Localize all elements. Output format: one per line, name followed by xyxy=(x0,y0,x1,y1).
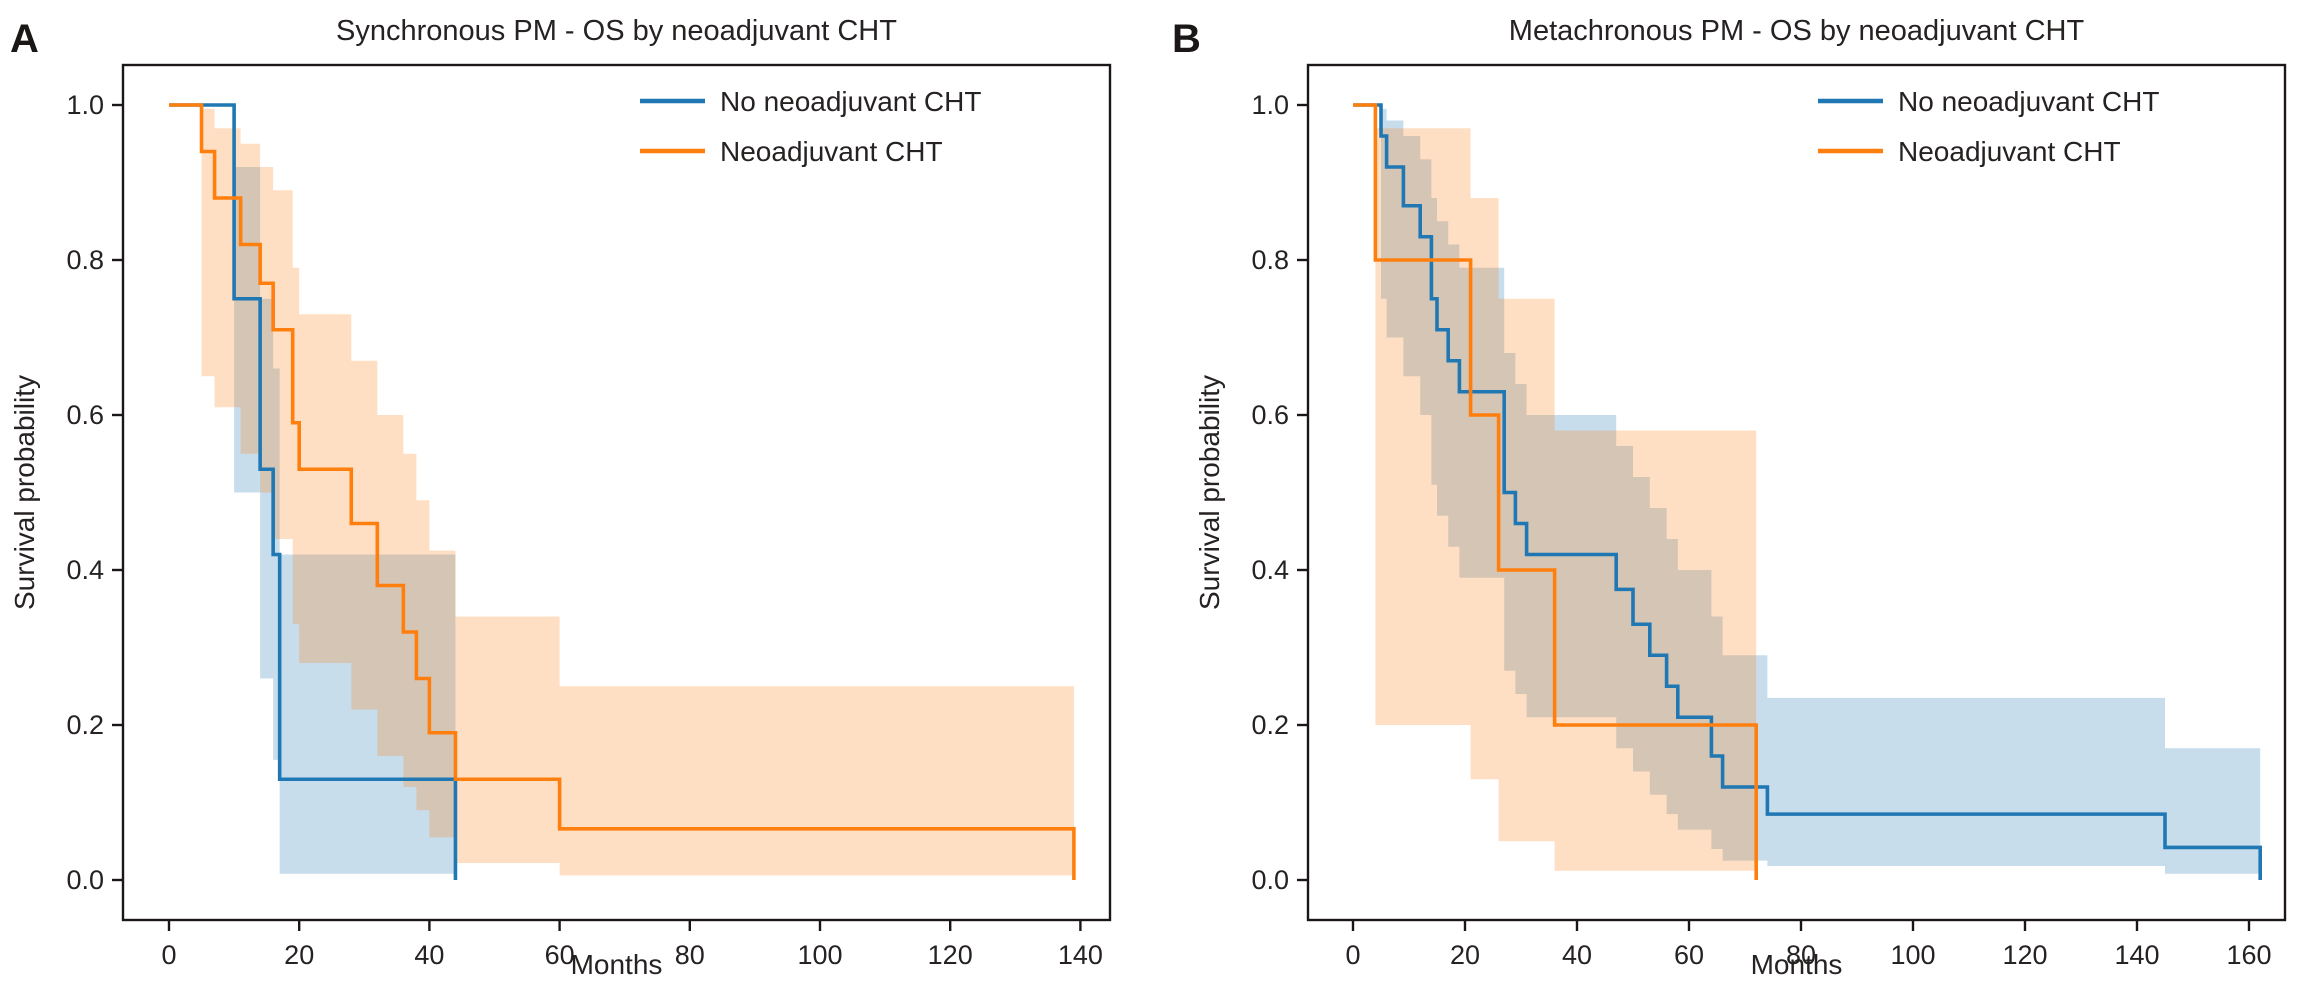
panel-b-ylabel: Survival probability xyxy=(1194,375,1225,610)
y-tick-label: 0.6 xyxy=(1251,400,1289,430)
y-tick-label: 0.8 xyxy=(66,245,104,275)
x-tick-label: 20 xyxy=(1450,940,1480,970)
y-tick-label: 1.0 xyxy=(1251,90,1289,120)
y-tick-label: 0.8 xyxy=(1251,245,1289,275)
x-tick-label: 60 xyxy=(1674,940,1704,970)
panel-b-xlabel: Months xyxy=(1751,949,1843,980)
x-tick-label: 120 xyxy=(2002,940,2047,970)
panel-a: 0 20 40 60 80 100 120 140 0.0 0.2 0.4 0.6 0.8 1.0 xyxy=(66,63,1112,970)
km-curve-neoadjuvant-cht xyxy=(1353,103,1758,880)
km-curve-neoadjuvant-cht xyxy=(169,103,1076,880)
y-tick-label: 0.4 xyxy=(66,555,104,585)
x-tick-label: 80 xyxy=(1786,940,1816,970)
km-curve-no-neoadjuvant-cht xyxy=(1353,103,2262,880)
panel-a-xlabel: Months xyxy=(571,949,663,980)
axes-frame xyxy=(121,63,1112,922)
panel-a-title: Synchronous PM - OS by neoadjuvant CHT xyxy=(336,15,897,47)
y-tick-label: 0.0 xyxy=(1251,865,1289,895)
x-tick-label: 40 xyxy=(414,940,444,970)
panel-a-letter: A xyxy=(10,17,39,61)
x-tick-label: 80 xyxy=(675,940,705,970)
x-tick-label: 120 xyxy=(928,940,973,970)
x-tick-label: 140 xyxy=(1058,940,1103,970)
x-tick-label: 100 xyxy=(1890,940,1935,970)
y-tick-label: 0.2 xyxy=(1251,710,1289,740)
ci-band-neoadjuvant-cht xyxy=(201,108,1074,876)
x-tick-label: 100 xyxy=(797,940,842,970)
x-tick-label: 140 xyxy=(2114,940,2159,970)
x-tick-label: 60 xyxy=(545,940,575,970)
ci-band-no-neoadjuvant-cht xyxy=(234,167,456,874)
y-tick-label: 0.0 xyxy=(66,865,104,895)
y-tick-label: 0.4 xyxy=(1251,555,1289,585)
panel-a-ylabel: Survival probability xyxy=(9,375,40,610)
panel-a-legend-label-cht: Neoadjuvant CHT xyxy=(720,136,943,167)
x-tick-label: 40 xyxy=(1562,940,1592,970)
y-tick-label: 0.6 xyxy=(66,400,104,430)
x-tick-label: 0 xyxy=(1345,940,1360,970)
axes-frame xyxy=(1306,63,2287,922)
x-tick-label: 20 xyxy=(284,940,314,970)
plot-layers: 0 20 40 60 80 100 120 140 0.0 0.2 0.4 0.6 0.8 1.0 0 20 4… xyxy=(66,63,2287,970)
panel-b-legend-label-cht: Neoadjuvant CHT xyxy=(1898,136,2121,167)
panel-b-letter: B xyxy=(1172,17,1201,61)
panel-b-title: Metachronous PM - OS by neoadjuvant CHT xyxy=(1509,15,2085,47)
x-tick-label: 0 xyxy=(161,940,176,970)
ci-band-no-neoadjuvant-cht xyxy=(1381,108,2261,874)
panel-a-legend-label-no-cht: No neoadjuvant CHT xyxy=(720,86,981,117)
panel-b: 0 20 40 60 80 100 120 140 160 0.0 0.2 0.4 0.6 0.8 1.0 xyxy=(1251,63,2287,970)
km-curve-no-neoadjuvant-cht xyxy=(169,103,458,880)
x-tick-label: 160 xyxy=(2226,940,2271,970)
y-tick-label: 1.0 xyxy=(66,90,104,120)
panel-b-legend-label-no-cht: No neoadjuvant CHT xyxy=(1898,86,2159,117)
y-tick-label: 0.2 xyxy=(66,710,104,740)
